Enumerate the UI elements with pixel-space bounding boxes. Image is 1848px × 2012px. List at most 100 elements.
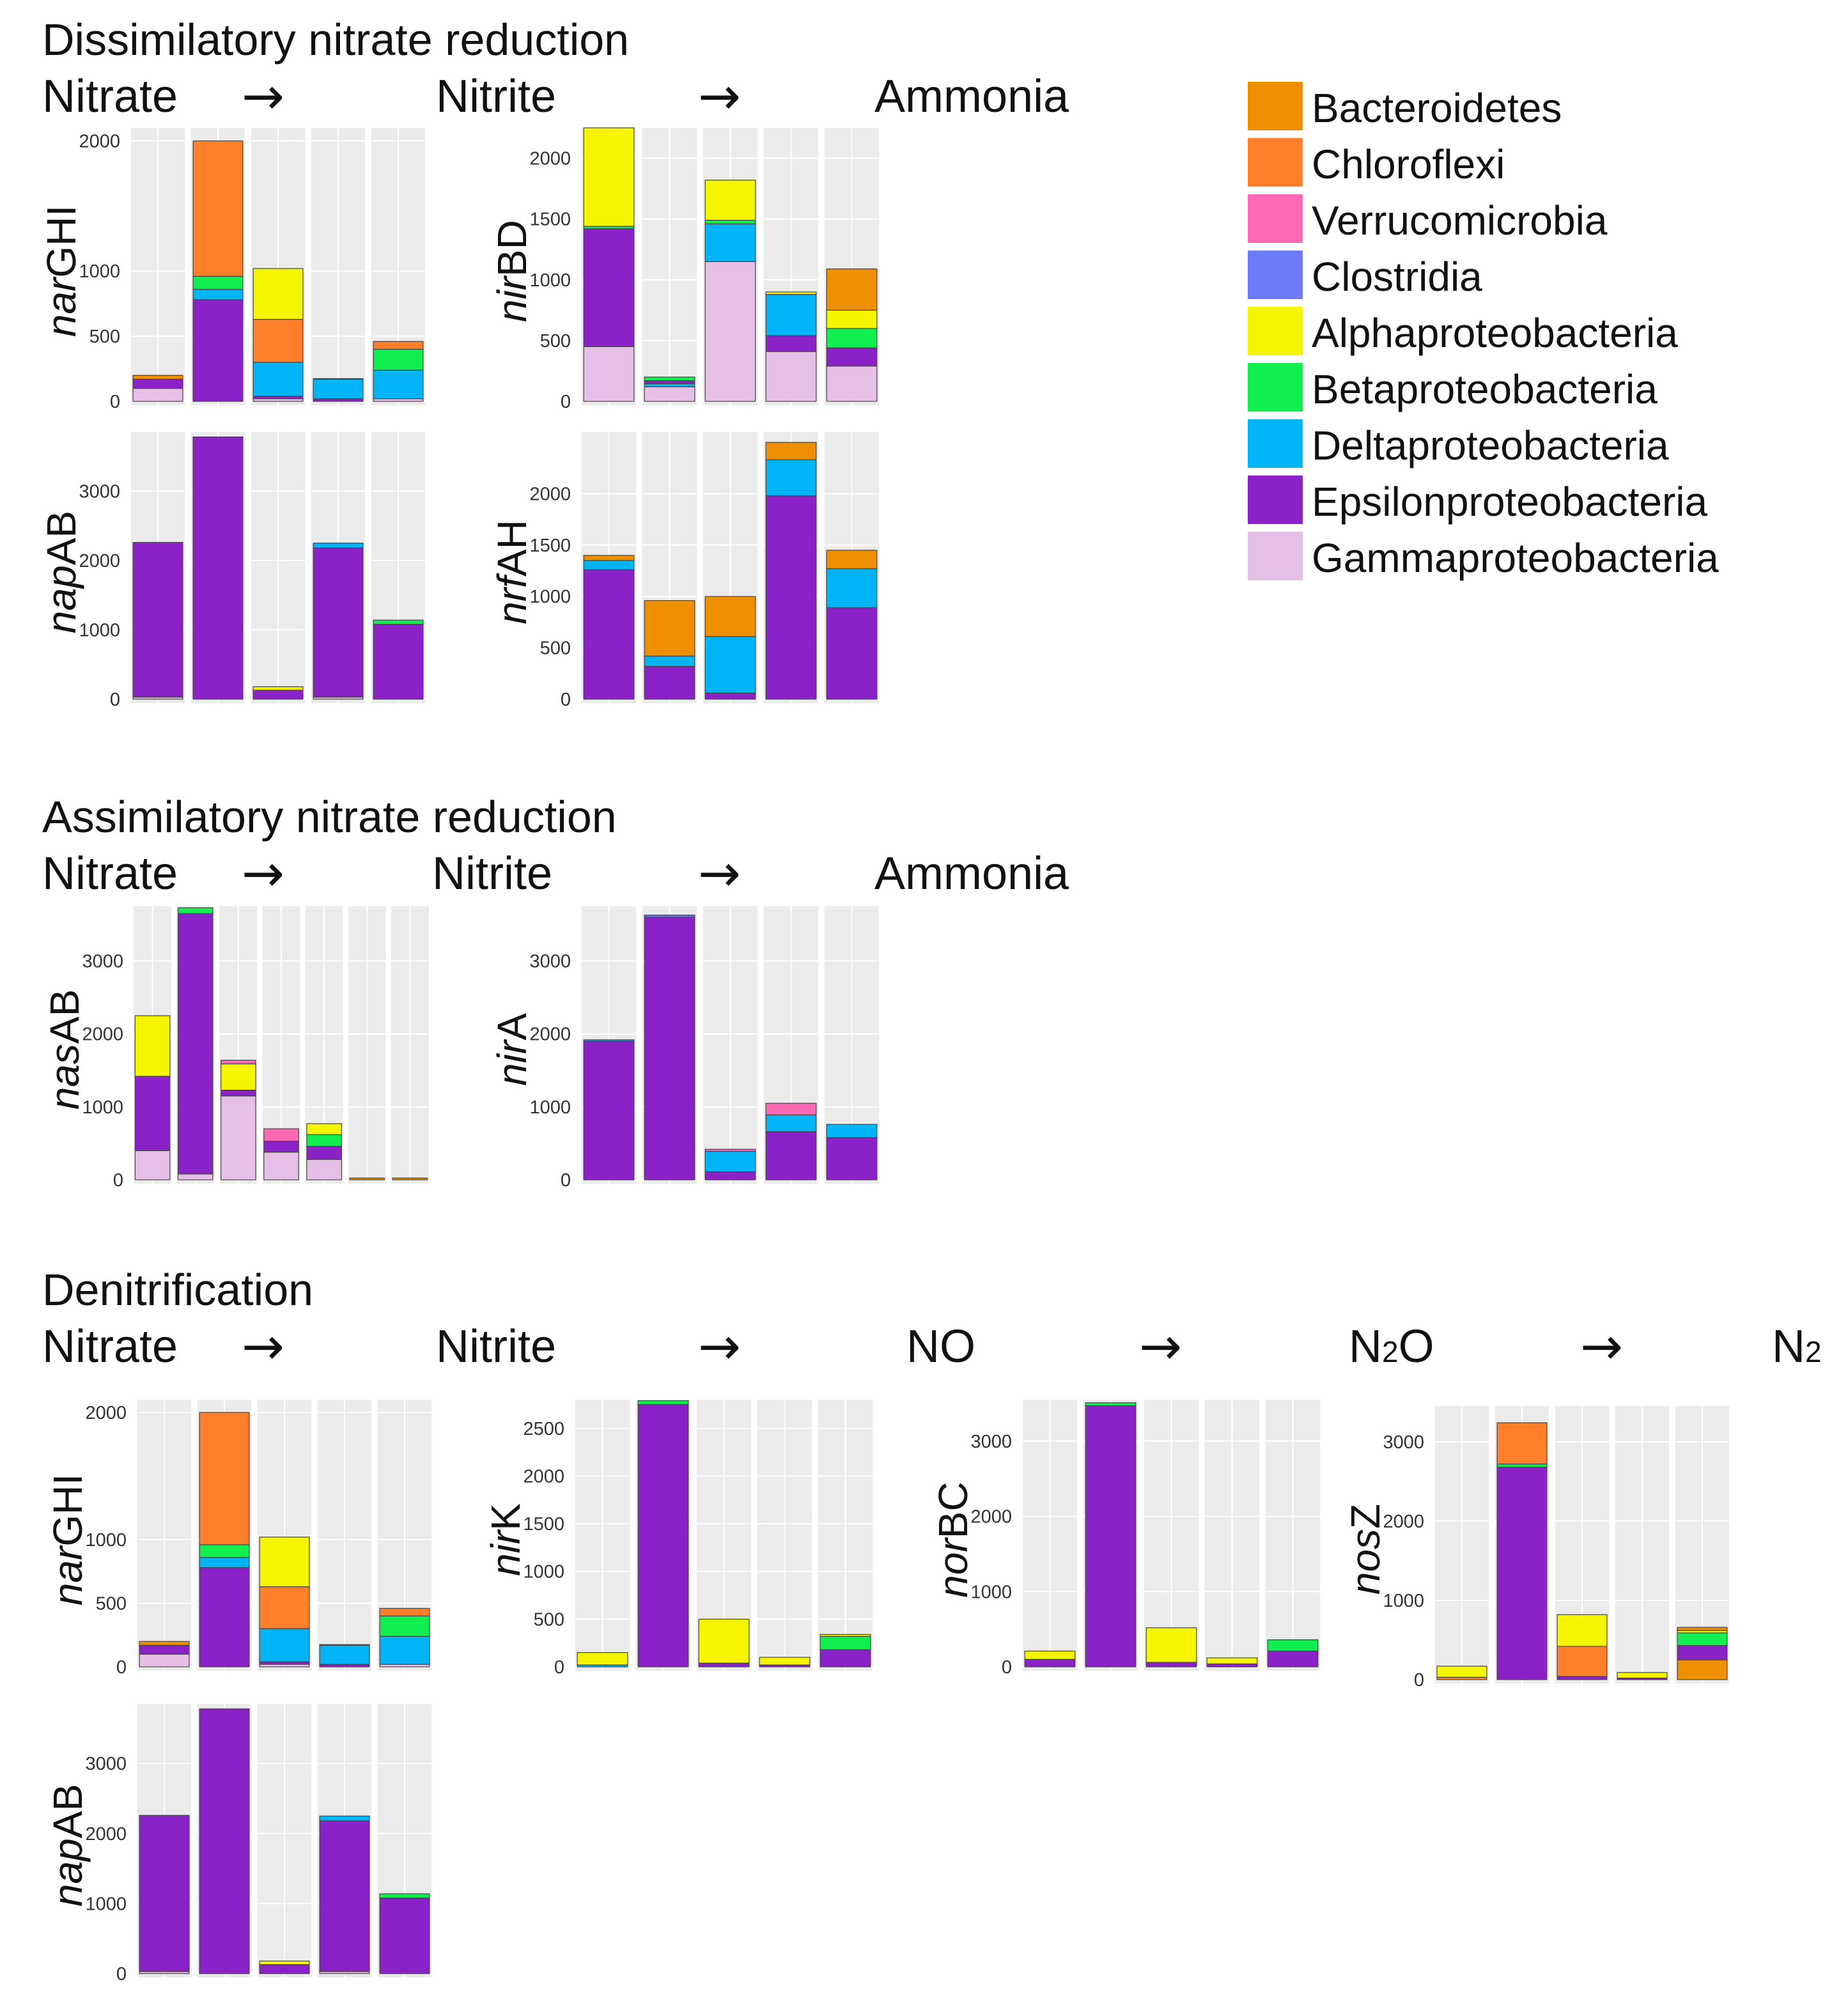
y-tick-label: 0 <box>561 392 571 412</box>
bar-segment-betaproteobacteria <box>1085 1402 1137 1407</box>
bar-segment-deltaproteobacteria <box>826 1124 878 1138</box>
bar-segment-epsilonproteobacteria <box>1145 1662 1197 1668</box>
bar-segment-betaproteobacteria <box>373 348 424 371</box>
y-axis-title: norBC <box>930 1482 976 1597</box>
chart-den-nosZ: 0 1000 2000 3000 nosZ <box>1342 1406 1732 1691</box>
step-ammonia-dis: Ammonia <box>874 71 1069 122</box>
section-title-denitrification: Denitrification <box>42 1265 314 1315</box>
chart-ass-nasAB: 0 1000 2000 3000 nasAB <box>42 906 431 1191</box>
bar-segment-alphaproteobacteria <box>583 127 635 227</box>
y-tick-label: 2000 <box>523 1466 564 1487</box>
bar-segment-alphaproteobacteria <box>1145 1627 1197 1663</box>
y-tick-label: 3000 <box>970 1432 1012 1452</box>
y-axis-title: narGHI <box>38 205 84 337</box>
bar-segment-verrucomicrobia <box>221 1060 256 1065</box>
chart-den-napAB: 0 1000 2000 3000 napAB <box>45 1704 435 1985</box>
bar-segment-epsilonproteobacteria <box>199 1567 250 1668</box>
y-tick-label: 500 <box>540 331 571 352</box>
bar-segment-betaproteobacteria <box>644 376 695 382</box>
y-tick-label: 3000 <box>529 952 571 972</box>
y-tick-label: 1000 <box>85 1530 127 1551</box>
arrow-ass-2: → <box>698 844 742 903</box>
y-tick-label: 0 <box>1002 1657 1012 1678</box>
bar-segment-epsilonproteobacteria <box>379 1898 430 1974</box>
bar-segment-alphaproteobacteria <box>1557 1614 1608 1647</box>
legend-swatch <box>1248 138 1303 187</box>
bar-segment-alphaproteobacteria <box>1024 1650 1076 1660</box>
bar-segment-epsilonproteobacteria <box>765 495 817 700</box>
bar-segment-betaproteobacteria <box>379 1615 430 1637</box>
bar-segment-bacteroidetes <box>826 268 878 311</box>
legend-swatch <box>1248 419 1303 468</box>
bar-segment-betaproteobacteria <box>319 1644 370 1646</box>
legend-swatch <box>1248 251 1303 299</box>
y-tick-label: 1500 <box>523 1514 564 1535</box>
bar-segment-verrucomicrobia <box>765 1103 817 1116</box>
bar-segment-deltaproteobacteria <box>373 369 424 399</box>
bar-segment-betaproteobacteria <box>373 619 424 625</box>
bar-segment-alphaproteobacteria <box>759 1657 811 1666</box>
bar-segment-epsilonproteobacteria <box>221 1090 256 1097</box>
bar-segment-deltaproteobacteria <box>319 1644 370 1665</box>
bar-segment-betaproteobacteria <box>704 219 756 224</box>
bar-segment-epsilonproteobacteria <box>192 299 244 402</box>
y-tick-label: 2000 <box>85 1403 127 1423</box>
bar-segment-epsilonproteobacteria <box>826 607 878 700</box>
bar-segment-bacteroidetes <box>826 550 878 569</box>
arrow-den-1: → <box>242 1317 285 1376</box>
bar-segment-gammaproteobacteria <box>826 366 878 402</box>
bar-segment-deltaproteobacteria <box>765 459 817 497</box>
bar-segment-chloroflexi <box>1557 1646 1608 1677</box>
bar-segment-epsilonproteobacteria <box>132 378 183 389</box>
bar-segment-bacteroidetes <box>583 555 635 561</box>
step-nitrite-den: Nitrite <box>436 1321 557 1372</box>
bar-segment-gammaproteobacteria <box>644 386 695 402</box>
y-tick-label: 1000 <box>970 1582 1012 1602</box>
bar-segment-alphaproteobacteria <box>259 1536 310 1588</box>
bar-segment-epsilonproteobacteria <box>139 1644 190 1655</box>
bar-segment-betaproteobacteria <box>1267 1639 1319 1652</box>
y-tick-label: 3000 <box>85 1754 127 1774</box>
y-tick-label: 1000 <box>529 1097 571 1118</box>
bar-segment-betaproteobacteria <box>1496 1463 1548 1468</box>
y-tick-label: 3000 <box>1383 1432 1424 1453</box>
y-tick-label: 2000 <box>970 1507 1012 1528</box>
y-axis-title: nasAB <box>42 989 88 1110</box>
arrow-den-3: → <box>1139 1317 1183 1376</box>
legend-label: Alphaproteobacteria <box>1312 310 1678 356</box>
y-tick-label: 1000 <box>1383 1591 1424 1611</box>
bar-segment-epsilonproteobacteria <box>819 1649 871 1668</box>
bar-segment-verrucomicrobia <box>704 1149 756 1152</box>
bar-segment-epsilonproteobacteria <box>644 380 695 385</box>
bar-segment-epsilonproteobacteria <box>139 1815 190 1972</box>
bar-segment-epsilonproteobacteria <box>637 1404 689 1668</box>
bar-segment-gammaproteobacteria <box>252 398 304 402</box>
step-nitrite-ass: Nitrite <box>432 848 553 899</box>
bar-segment-alphaproteobacteria <box>577 1652 628 1666</box>
bar-segment-alphaproteobacteria <box>306 1123 342 1135</box>
y-tick-label: 3000 <box>79 481 120 502</box>
y-axis-title: napAB <box>45 1784 91 1907</box>
bar-segment-epsilonproteobacteria <box>583 1041 635 1180</box>
bar-segment-epsilonproteobacteria <box>1267 1650 1319 1668</box>
y-tick-label: 1000 <box>529 270 571 291</box>
bar-segment-alphaproteobacteria <box>826 309 878 329</box>
legend-label: Betaproteobacteria <box>1312 366 1658 412</box>
bar-segment-deltaproteobacteria <box>644 383 695 387</box>
legend-swatch <box>1248 532 1303 580</box>
bar-segment-epsilonproteobacteria <box>313 398 364 402</box>
y-tick-label: 2000 <box>529 1025 571 1045</box>
bar-segment-betaproteobacteria <box>199 1544 250 1558</box>
legend-label: Deltaproteobacteria <box>1312 422 1669 468</box>
bar-segment-betaproteobacteria <box>826 328 878 348</box>
arrow-dis-2: → <box>698 66 742 126</box>
bar-segment-epsilonproteobacteria <box>252 690 304 700</box>
bar-segment-bacteroidetes <box>139 1641 190 1646</box>
bar-segment-gammaproteobacteria <box>583 346 635 402</box>
bar-segment-deltaproteobacteria <box>313 378 364 399</box>
bar-segment-epsilonproteobacteria <box>1496 1466 1548 1680</box>
y-axis-title: nrfAH <box>489 520 535 624</box>
chart-ass-nirA: 0 1000 2000 3000 nirA <box>489 906 882 1191</box>
bar-segment-deltaproteobacteria <box>583 1039 635 1042</box>
bar-segment-epsilonproteobacteria <box>1085 1405 1137 1668</box>
